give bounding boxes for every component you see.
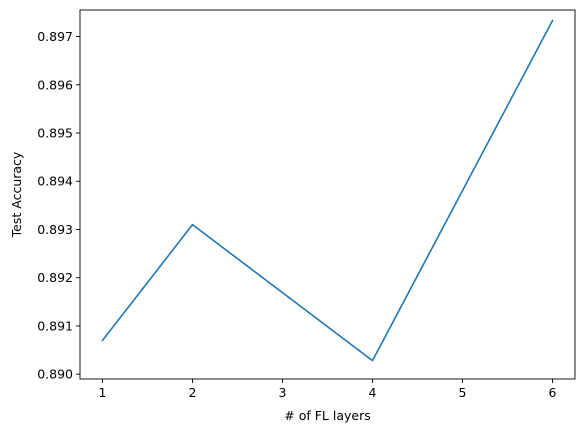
y-axis-label: Test Accuracy <box>9 151 24 238</box>
plot-background <box>80 10 575 379</box>
y-tick-label: 0.895 <box>37 126 73 141</box>
plot-frame <box>79 9 576 380</box>
x-axis-label: # of FL layers <box>284 408 370 423</box>
y-tick-label: 0.892 <box>37 270 73 285</box>
y-tick-label: 0.893 <box>37 222 73 237</box>
x-tick-label: 6 <box>549 385 557 400</box>
series-line <box>101 19 554 362</box>
y-axis: 0.890 0.891 0.892 0.893 0.894 0.895 0.896 0.897 <box>37 29 80 382</box>
x-tick-label: 5 <box>459 385 467 400</box>
x-axis: 1 2 3 4 5 6 <box>99 379 557 400</box>
y-tick-label: 0.894 <box>37 174 73 189</box>
series-layer <box>101 19 554 362</box>
y-tick-label: 0.890 <box>37 367 73 382</box>
x-tick-label: 1 <box>99 385 107 400</box>
y-tick-label: 0.896 <box>37 77 73 92</box>
y-tick-label: 0.891 <box>37 318 73 333</box>
x-tick-label: 2 <box>189 385 197 400</box>
y-tick-label: 0.897 <box>37 29 73 44</box>
x-tick-label: 3 <box>279 385 287 400</box>
x-tick-label: 4 <box>369 385 377 400</box>
